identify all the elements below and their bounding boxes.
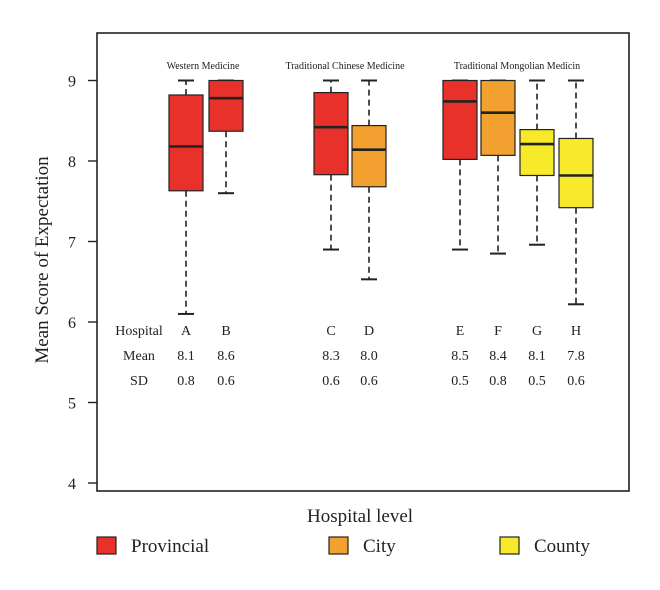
legend-item-county: County — [499, 536, 590, 557]
legend-label: Provincial — [131, 536, 209, 557]
box-d — [351, 79, 387, 281]
box-e — [442, 79, 478, 251]
table-mean-value: 7.8 — [567, 349, 585, 364]
box-series — [168, 79, 594, 315]
y-tick-label: 9 — [68, 74, 76, 91]
table-hospital-value: G — [532, 324, 542, 339]
table-sd-value: 0.8 — [489, 374, 507, 389]
y-axis-label: Mean Score of Expectation — [32, 156, 53, 364]
table-row-label-sd: SD — [130, 374, 148, 389]
legend-item-city: City — [328, 536, 396, 557]
iqr-box — [442, 79, 478, 160]
group-title-western-medicine: Western Medicine — [167, 61, 240, 72]
legend-swatch — [96, 536, 117, 555]
table-mean-value: 8.1 — [177, 349, 195, 364]
box-a — [168, 79, 204, 315]
group-title-traditional-mongolian-medicine: Traditional Mongolian Medicin — [454, 61, 580, 72]
table-row-label-hospital: Hospital — [115, 324, 163, 339]
y-axis-ticks: 4 5 6 7 8 9 — [68, 74, 97, 493]
iqr-box — [480, 79, 516, 156]
table-mean-value: 8.5 — [451, 349, 469, 364]
y-tick-label: 8 — [68, 154, 76, 171]
box-c — [313, 79, 349, 251]
table-mean-value: 8.6 — [217, 349, 235, 364]
table-sd-value: 0.5 — [451, 374, 469, 389]
table-row-label-mean: Mean — [123, 349, 155, 364]
table-sd-value: 0.8 — [177, 374, 195, 389]
legend: Provincial City County — [96, 536, 590, 557]
legend-label: County — [534, 536, 590, 557]
table-sd-value: 0.6 — [322, 374, 340, 389]
iqr-box — [168, 94, 204, 192]
box-g — [519, 79, 555, 246]
table-mean-value: 8.0 — [360, 349, 378, 364]
iqr-box — [351, 124, 387, 188]
y-tick-label: 4 — [68, 476, 76, 493]
table-hospital-value: E — [456, 324, 465, 339]
stats-table: A B C D E F G H 8.1 8.6 8.3 8.0 8.5 8.4 8.1 7.8 0.8 0.6 0.… — [177, 324, 585, 389]
iqr-box — [558, 137, 594, 209]
table-sd-value: 0.6 — [217, 374, 235, 389]
table-mean-value: 8.3 — [322, 349, 340, 364]
table-sd-value: 0.6 — [567, 374, 585, 389]
table-hospital-value: F — [494, 324, 502, 339]
y-tick-label: 6 — [68, 315, 76, 332]
table-mean-value: 8.4 — [489, 349, 507, 364]
legend-label: City — [363, 536, 396, 557]
table-hospital-value: C — [326, 324, 335, 339]
y-tick-label: 7 — [68, 235, 76, 252]
legend-swatch — [328, 536, 349, 555]
table-hospital-value: D — [364, 324, 374, 339]
iqr-box — [313, 91, 349, 176]
table-hospital-value: A — [181, 324, 192, 339]
y-tick-label: 5 — [68, 396, 76, 413]
box-b — [208, 79, 244, 195]
box-h — [558, 79, 594, 306]
legend-swatch — [499, 536, 520, 555]
iqr-box — [519, 129, 555, 177]
table-mean-value: 8.1 — [528, 349, 546, 364]
x-axis-label: Hospital level — [307, 506, 413, 527]
table-sd-value: 0.6 — [360, 374, 378, 389]
table-sd-value: 0.5 — [528, 374, 546, 389]
table-hospital-value: B — [221, 324, 230, 339]
box-f — [480, 79, 516, 255]
legend-item-provincial: Provincial — [96, 536, 209, 557]
plot-frame — [96, 32, 630, 492]
iqr-box — [208, 79, 244, 132]
group-title-traditional-chinese-medicine: Traditional Chinese Medicine — [285, 61, 405, 72]
table-hospital-value: H — [571, 324, 581, 339]
